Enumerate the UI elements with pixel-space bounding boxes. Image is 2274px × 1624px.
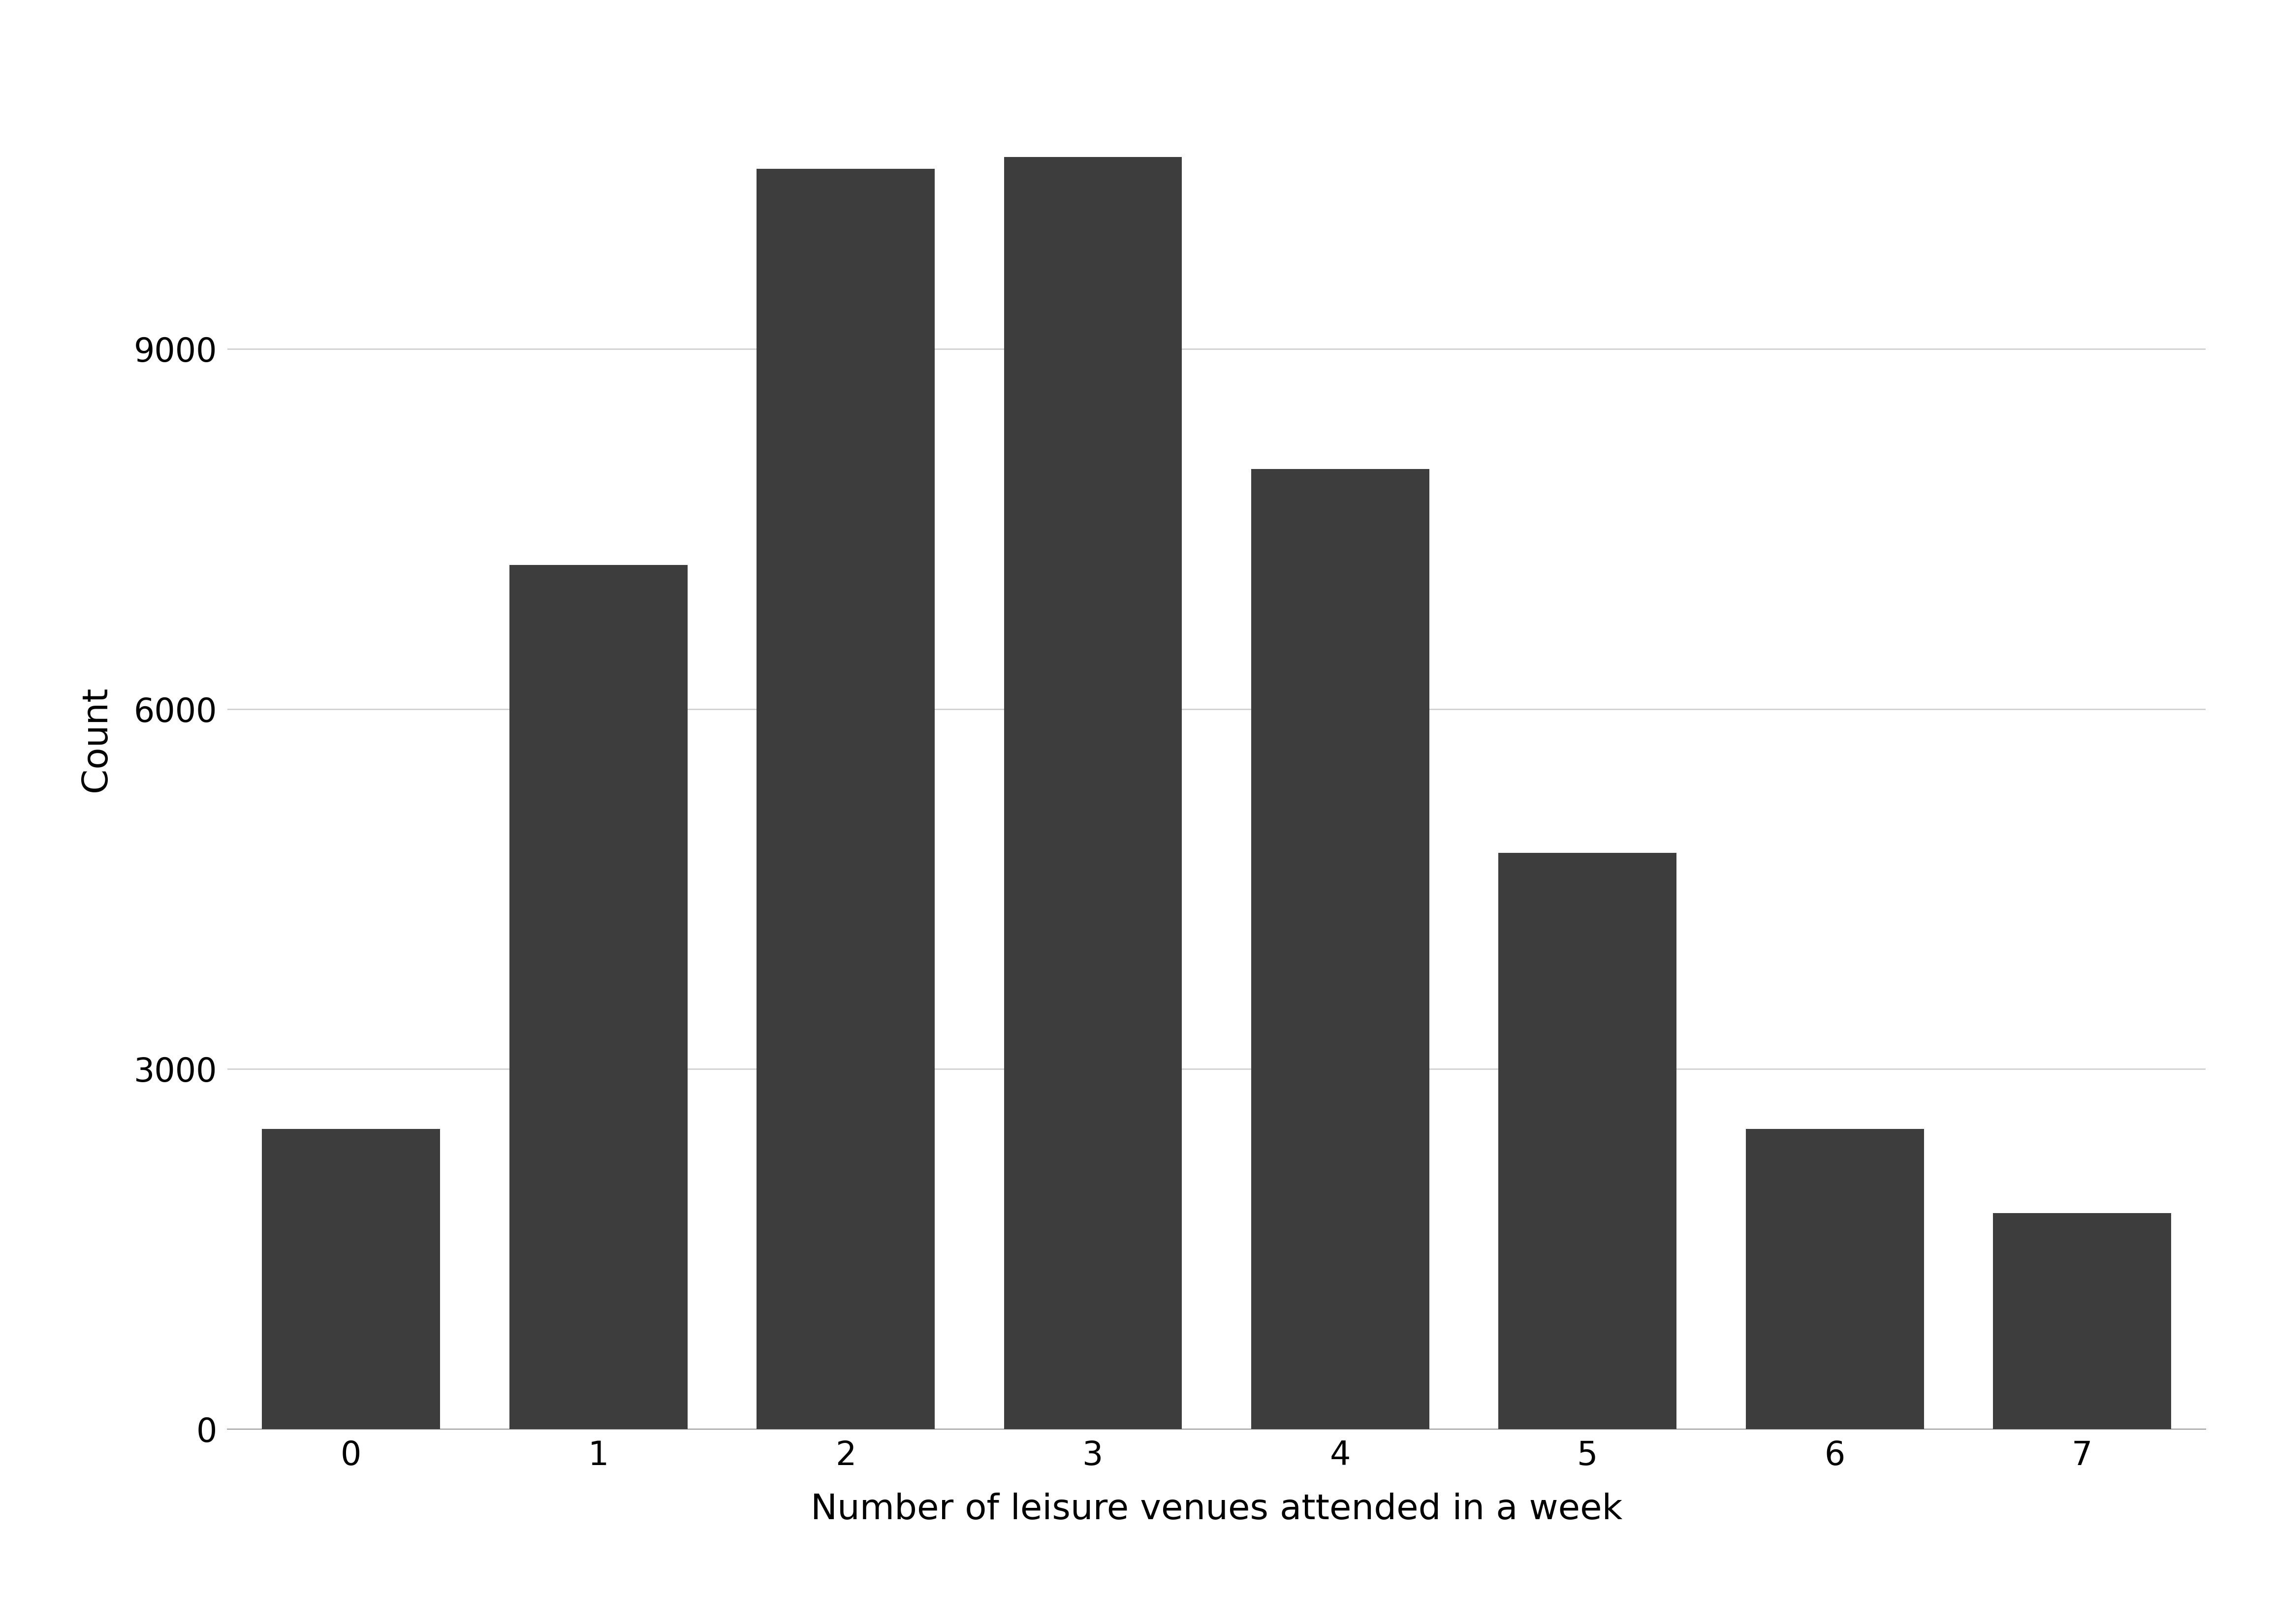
Y-axis label: Count: Count [80, 685, 114, 793]
Bar [1003, 158, 1182, 1429]
Bar [1499, 853, 1676, 1429]
Bar [757, 169, 935, 1429]
Bar [262, 1129, 441, 1429]
X-axis label: Number of leisure venues attended in a week: Number of leisure venues attended in a w… [810, 1492, 1624, 1527]
Bar [1992, 1213, 2172, 1429]
Bar [509, 565, 687, 1429]
Bar [1746, 1129, 1924, 1429]
Bar [1251, 469, 1430, 1429]
